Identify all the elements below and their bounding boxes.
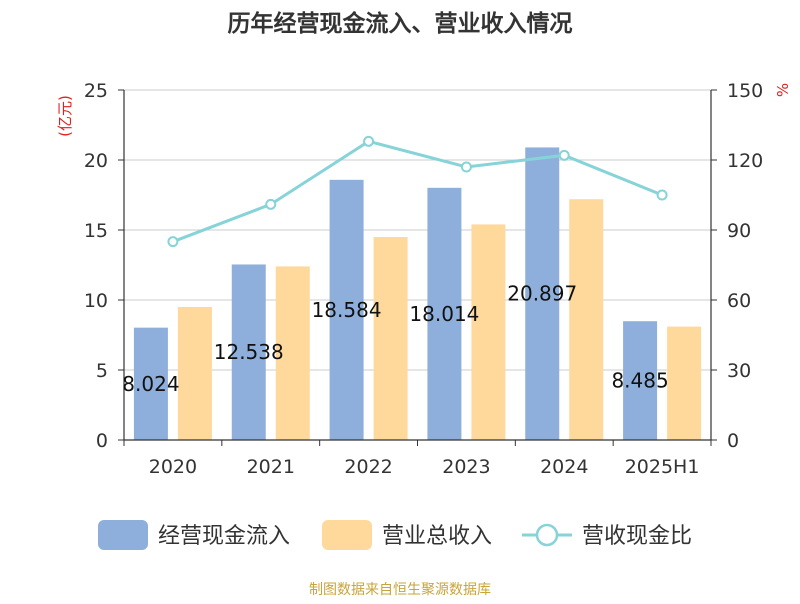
left-tick-label: 25 <box>84 80 108 102</box>
legend-label: 营收现金比 <box>582 524 692 549</box>
revenue-bar <box>275 266 310 440</box>
axes: 0 0 5 30 10 60 15 90 20 120 25 150 2020 2021 2022 2023 2… <box>84 80 763 478</box>
legend-label: 经营现金流入 <box>158 524 290 549</box>
cash-inflow-bar <box>525 147 560 440</box>
right-tick-label: 90 <box>727 220 751 242</box>
cash-inflow-bar <box>133 327 168 440</box>
left-axis-unit: (亿元) <box>56 95 74 137</box>
cash-inflow-bar <box>623 321 658 440</box>
legend-swatch <box>322 520 372 550</box>
legend-label: 营业总收入 <box>382 524 492 549</box>
left-tick-label: 5 <box>96 360 108 382</box>
cash-inflow-data-label: 18.014 <box>409 302 479 326</box>
x-tick-label: 2024 <box>540 456 588 478</box>
left-tick-label: 15 <box>84 220 108 242</box>
cash-inflow-data-label: 8.024 <box>122 372 179 396</box>
revenue-bar <box>471 224 506 440</box>
right-tick-label: 150 <box>727 80 763 102</box>
left-tick-label: 10 <box>84 290 108 312</box>
revenue-bar <box>569 199 604 440</box>
cash-inflow-data-label: 12.538 <box>214 340 284 364</box>
legend-swatch <box>98 520 148 550</box>
x-tick-label: 2022 <box>344 456 392 478</box>
x-tick-label: 2020 <box>149 456 197 478</box>
right-tick-label: 120 <box>727 150 763 172</box>
ratio-point <box>558 149 570 161</box>
cash-inflow-bar <box>427 187 462 440</box>
cash-inflow-data-label: 18.584 <box>312 298 382 322</box>
ratio-line-path <box>172 139 663 244</box>
ratio-point <box>656 189 668 201</box>
right-tick-label: 60 <box>727 290 751 312</box>
x-tick-label: 2021 <box>247 456 295 478</box>
legend: 经营现金流入 营业总收入 营收现金比 <box>98 520 692 550</box>
chart-title: 历年经营现金流入、营业收入情况 <box>228 10 573 37</box>
x-tick-label: 2025H1 <box>625 456 700 478</box>
cash-inflow-bar <box>231 264 266 440</box>
left-tick-label: 0 <box>96 430 108 452</box>
cash-inflow-data-label: 8.485 <box>611 369 668 393</box>
ratio-line <box>167 135 668 248</box>
right-tick-label: 30 <box>727 360 751 382</box>
right-tick-label: 0 <box>727 430 739 452</box>
source-note: 制图数据来自恒生聚源数据库 <box>309 582 491 598</box>
cash-inflow-data-label: 20.897 <box>507 282 577 306</box>
cash-inflow-bar <box>329 179 364 440</box>
data-labels: 8.024 12.538 18.584 18.014 20.897 8.485 <box>122 282 668 396</box>
bars <box>133 147 702 440</box>
revenue-bar <box>177 307 212 440</box>
ratio-point <box>265 198 277 210</box>
right-axis-unit: % <box>774 83 792 97</box>
left-tick-label: 20 <box>84 150 108 172</box>
ratio-point <box>460 161 472 173</box>
ratio-point <box>167 236 179 248</box>
revenue-bar <box>373 237 408 440</box>
x-tick-label: 2023 <box>442 456 490 478</box>
revenue-bar <box>667 326 702 440</box>
ratio-point <box>363 135 375 147</box>
legend-marker <box>535 523 559 547</box>
